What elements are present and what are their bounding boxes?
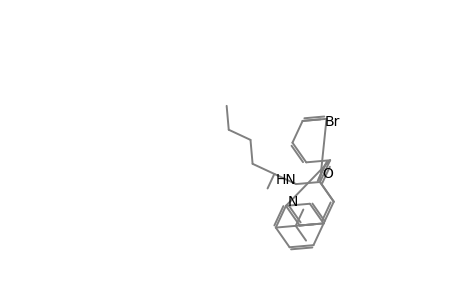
Text: O: O	[321, 167, 332, 181]
Text: Br: Br	[324, 116, 340, 129]
Text: HN: HN	[275, 173, 296, 187]
Text: N: N	[287, 195, 297, 209]
